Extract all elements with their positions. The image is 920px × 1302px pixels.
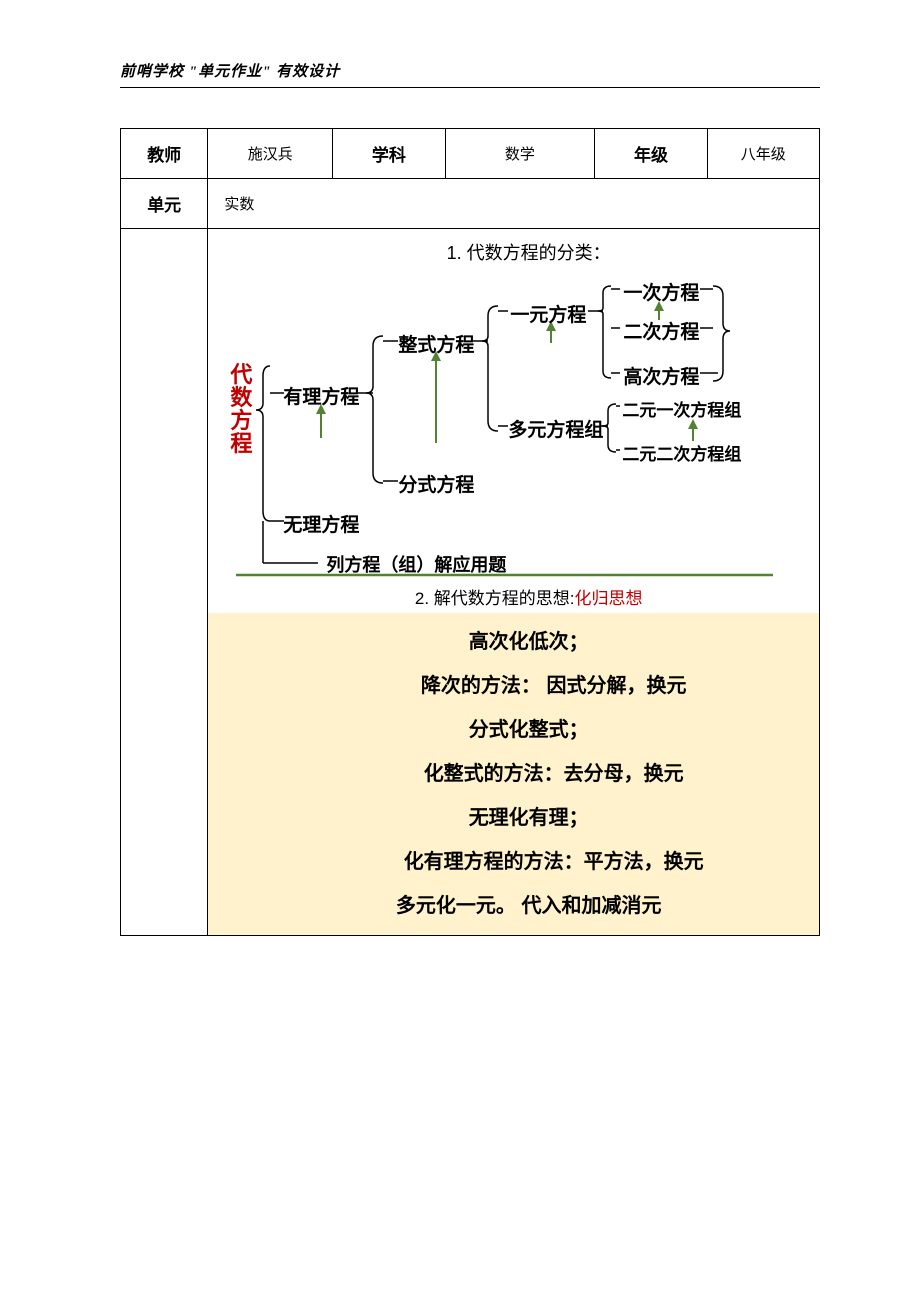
quadratic-label: 二次方程: [623, 317, 699, 344]
application-label: 列方程（组）解应用题: [326, 551, 506, 577]
linear-label: 一次方程: [623, 278, 699, 305]
unit-value: 实数: [208, 179, 820, 229]
unit-row: 单元 实数: [121, 179, 820, 229]
side-label: [121, 229, 208, 936]
teacher-label: 教师: [121, 129, 208, 179]
content-body: 1. 代数方程的分类：: [208, 229, 820, 936]
subject-value: 数学: [445, 129, 595, 179]
section2-red: 化归思想: [575, 589, 643, 608]
single-label: 一元方程: [510, 300, 586, 327]
section2-prefix: 2. 解代数方程的思想:: [415, 589, 575, 608]
bilinear-label: 二元一次方程组: [622, 396, 741, 421]
hl-line-2: 分式化整式； 化整式的方法：去分母，换元: [238, 711, 819, 799]
main-table: 教师 施汉兵 学科 数学 年级 八年级 单元 实数 1. 代数方程的分类：: [120, 128, 820, 936]
highlight-block: 高次化低次； 降次的方法： 因式分解，换元 分式化整式； 化整式的方法：去分母，…: [208, 613, 819, 935]
multi-label: 多元方程组: [508, 415, 603, 442]
grade-label: 年级: [595, 129, 707, 179]
page-header: 前哨学校 "单元作业" 有效设计: [120, 60, 820, 88]
fractional-label: 分式方程: [398, 470, 474, 497]
integral-label: 整式方程: [398, 330, 474, 357]
unit-label: 单元: [121, 179, 208, 229]
hl-line-3: 无理化有理； 化有理方程的方法：平方法，换元: [238, 799, 819, 887]
hl-main-4: 多元化一元。 代入和加减消元: [396, 895, 662, 917]
root-label: 代数方程: [230, 363, 252, 455]
biquad-label: 二元二次方程组: [622, 440, 741, 465]
content-row: 1. 代数方程的分类：: [121, 229, 820, 936]
classification-diagram: 代数方程 有理方程 无理方程 整式方程 分式方程 一元方程 多元方程组 一次方程…: [208, 273, 819, 578]
hl-main-1: 高次化低次；: [469, 631, 589, 653]
hl-sub-3: 化有理方程的方法：平方法，换元: [238, 837, 819, 887]
grade-value: 八年级: [707, 129, 819, 179]
higher-label: 高次方程: [623, 362, 699, 389]
hl-line-1: 高次化低次； 降次的方法： 因式分解，换元: [238, 623, 819, 711]
hl-main-3: 无理化有理；: [469, 807, 589, 829]
teacher-value: 施汉兵: [208, 129, 333, 179]
hl-sub-2: 化整式的方法：去分母，换元: [238, 749, 819, 799]
rational-label: 有理方程: [283, 382, 359, 409]
hl-line-4: 多元化一元。 代入和加减消元: [238, 887, 819, 925]
hl-main-2: 分式化整式；: [469, 719, 589, 741]
section2-title: 2. 解代数方程的思想:化归思想: [208, 578, 819, 613]
subject-label: 学科: [333, 129, 445, 179]
section1-title: 1. 代数方程的分类：: [208, 229, 819, 273]
hl-sub-1: 降次的方法： 因式分解，换元: [238, 661, 819, 711]
irrational-label: 无理方程: [283, 510, 359, 537]
info-row: 教师 施汉兵 学科 数学 年级 八年级: [121, 129, 820, 179]
